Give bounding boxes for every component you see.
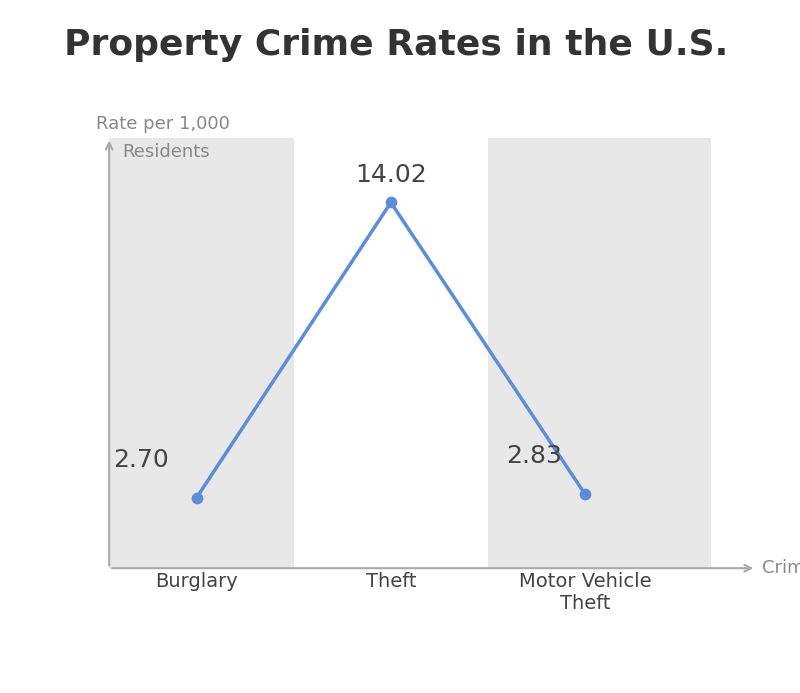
Text: Theft: Theft <box>366 572 416 591</box>
Text: Crime Type: Crime Type <box>762 559 800 577</box>
Text: 2.83: 2.83 <box>506 444 562 468</box>
Text: Motor Vehicle
Theft: Motor Vehicle Theft <box>519 572 651 613</box>
Text: Burglary: Burglary <box>155 572 238 591</box>
Bar <box>488 138 711 568</box>
Bar <box>109 138 294 568</box>
Point <box>190 492 203 503</box>
Text: Rate per 1,000: Rate per 1,000 <box>95 114 230 132</box>
Text: Residents: Residents <box>122 143 210 161</box>
Text: Property Crime Rates in the U.S.: Property Crime Rates in the U.S. <box>64 28 728 62</box>
Point <box>385 197 398 208</box>
Text: 14.02: 14.02 <box>355 163 426 187</box>
Text: 2.70: 2.70 <box>114 448 170 472</box>
Point <box>578 489 591 500</box>
